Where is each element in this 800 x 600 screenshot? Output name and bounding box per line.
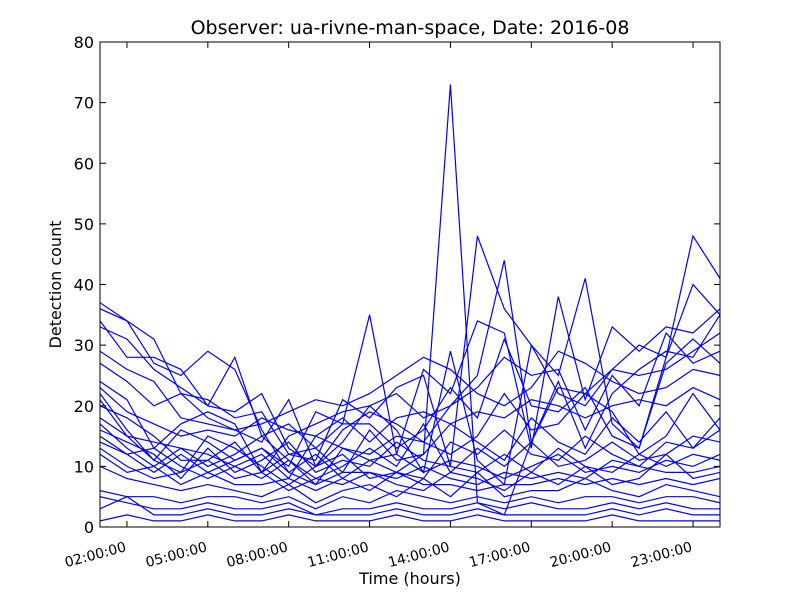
series-line-4 [100, 296, 720, 455]
series-line-6 [100, 331, 720, 474]
series-line-12 [100, 429, 720, 480]
series-line-16 [100, 453, 720, 492]
series-line-9 [100, 405, 720, 474]
series-line-2 [100, 235, 720, 467]
chart-title: Observer: ua-rivne-man-space, Date: 2016… [191, 17, 630, 39]
y-tick-label-20: 20 [74, 397, 94, 416]
series-line-17 [100, 465, 720, 504]
y-tick-label-30: 30 [74, 336, 94, 355]
series-line-13 [100, 435, 720, 480]
series-line-3 [100, 260, 720, 468]
series-group [100, 84, 720, 522]
y-axis-title: Detection count [46, 221, 65, 349]
y-tick-label-0: 0 [84, 518, 94, 537]
y-tick-label-70: 70 [74, 94, 94, 113]
series-line-14 [100, 441, 720, 486]
y-tick-label-80: 80 [74, 33, 94, 52]
y-tick-label-40: 40 [74, 276, 94, 295]
y-tick-label-10: 10 [74, 457, 94, 476]
series-line-23 [100, 386, 720, 443]
series-line-10 [100, 417, 720, 486]
y-tick-label-60: 60 [74, 154, 94, 173]
series-line-20 [100, 496, 720, 516]
series-line-19 [100, 496, 720, 516]
y-tick-label-50: 50 [74, 215, 94, 234]
series-line-18 [100, 489, 720, 510]
series-line-11 [100, 422, 720, 480]
series-line-22 [100, 350, 720, 431]
series-line-21 [100, 514, 720, 522]
x-axis-title: Time (hours) [358, 569, 461, 588]
